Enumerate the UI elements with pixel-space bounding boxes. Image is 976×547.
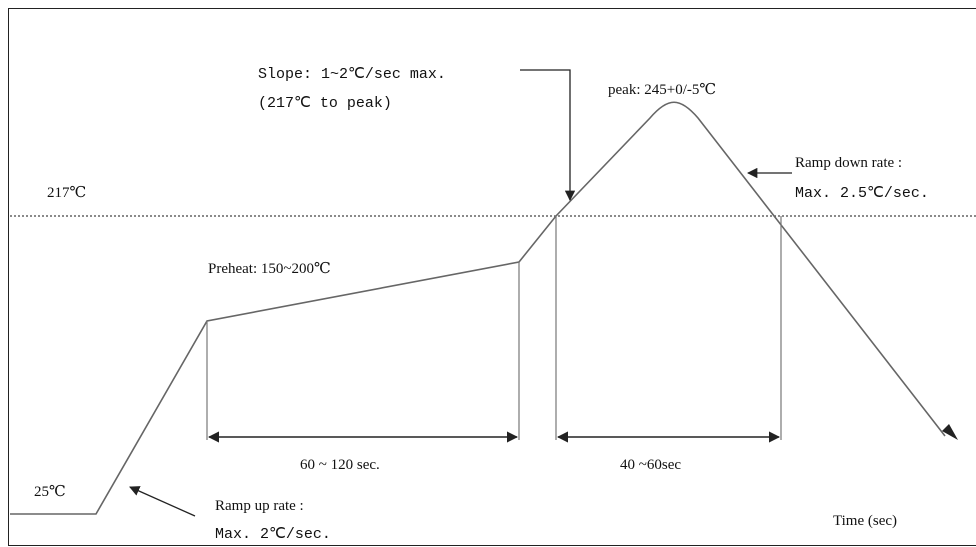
ramp-up-label-line2: Max. 2℃/sec.	[215, 526, 331, 543]
temp-217-label: 217℃	[47, 185, 86, 201]
slope-callout-arrow	[520, 69, 576, 202]
above-217-duration-label: 40 ~60sec	[620, 457, 681, 473]
ramp-down-label-line2: Max. 2.5℃/sec.	[795, 185, 929, 202]
temp-25-label: 25℃	[34, 484, 66, 500]
x-axis-label: Time (sec)	[833, 513, 897, 529]
preheat-label: Preheat: 150~200℃	[208, 261, 331, 277]
slope-label-line2: (217℃ to peak)	[258, 95, 392, 112]
ramp-up-label-line1: Ramp up rate :	[215, 498, 304, 514]
ramp-up-callout-arrow	[129, 486, 196, 517]
peak-label: peak: 245+0/-5℃	[608, 82, 716, 98]
temperature-profile-curve	[10, 101, 946, 515]
ramp-down-label-line1: Ramp down rate :	[795, 155, 902, 171]
slope-label-line1: Slope: 1~2℃/sec max.	[258, 66, 446, 83]
preheat-duration-label: 60 ~ 120 sec.	[300, 457, 380, 473]
diagram-frame	[8, 8, 976, 546]
curve-end-arrowhead	[942, 424, 958, 440]
